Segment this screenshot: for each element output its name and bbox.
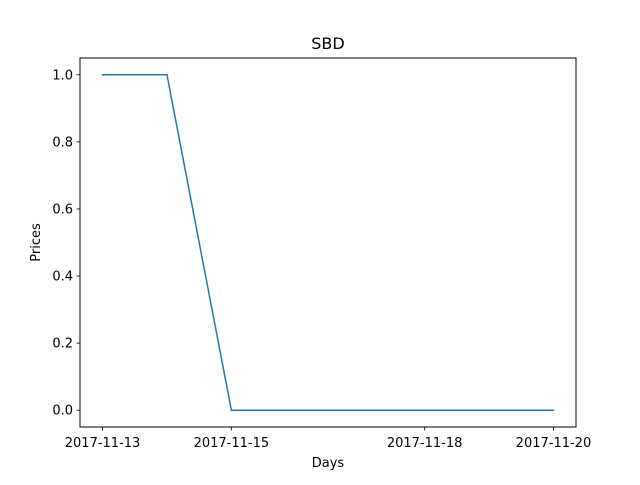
y-tick-label: 0.4: [52, 270, 73, 285]
y-tick-label: 0.2: [52, 337, 73, 352]
y-tick-label: 0.6: [52, 202, 73, 217]
y-axis-label: Prices: [29, 223, 44, 262]
y-tick-label: 0.8: [52, 135, 73, 150]
x-axis-label: Days: [312, 456, 345, 471]
x-tick-label: 2017-11-20: [516, 436, 592, 451]
series-line-0: [101, 74, 555, 411]
plot-area: [101, 74, 555, 411]
y-tick-label: 1.0: [52, 68, 73, 83]
x-tick-label: 2017-11-18: [387, 436, 463, 451]
axes-frame: [79, 57, 577, 428]
x-tick-label: 2017-11-15: [194, 436, 270, 451]
x-tick-label: 2017-11-13: [65, 436, 141, 451]
y-tick-label: 0.0: [52, 404, 73, 419]
chart-title: SBD: [311, 34, 344, 53]
